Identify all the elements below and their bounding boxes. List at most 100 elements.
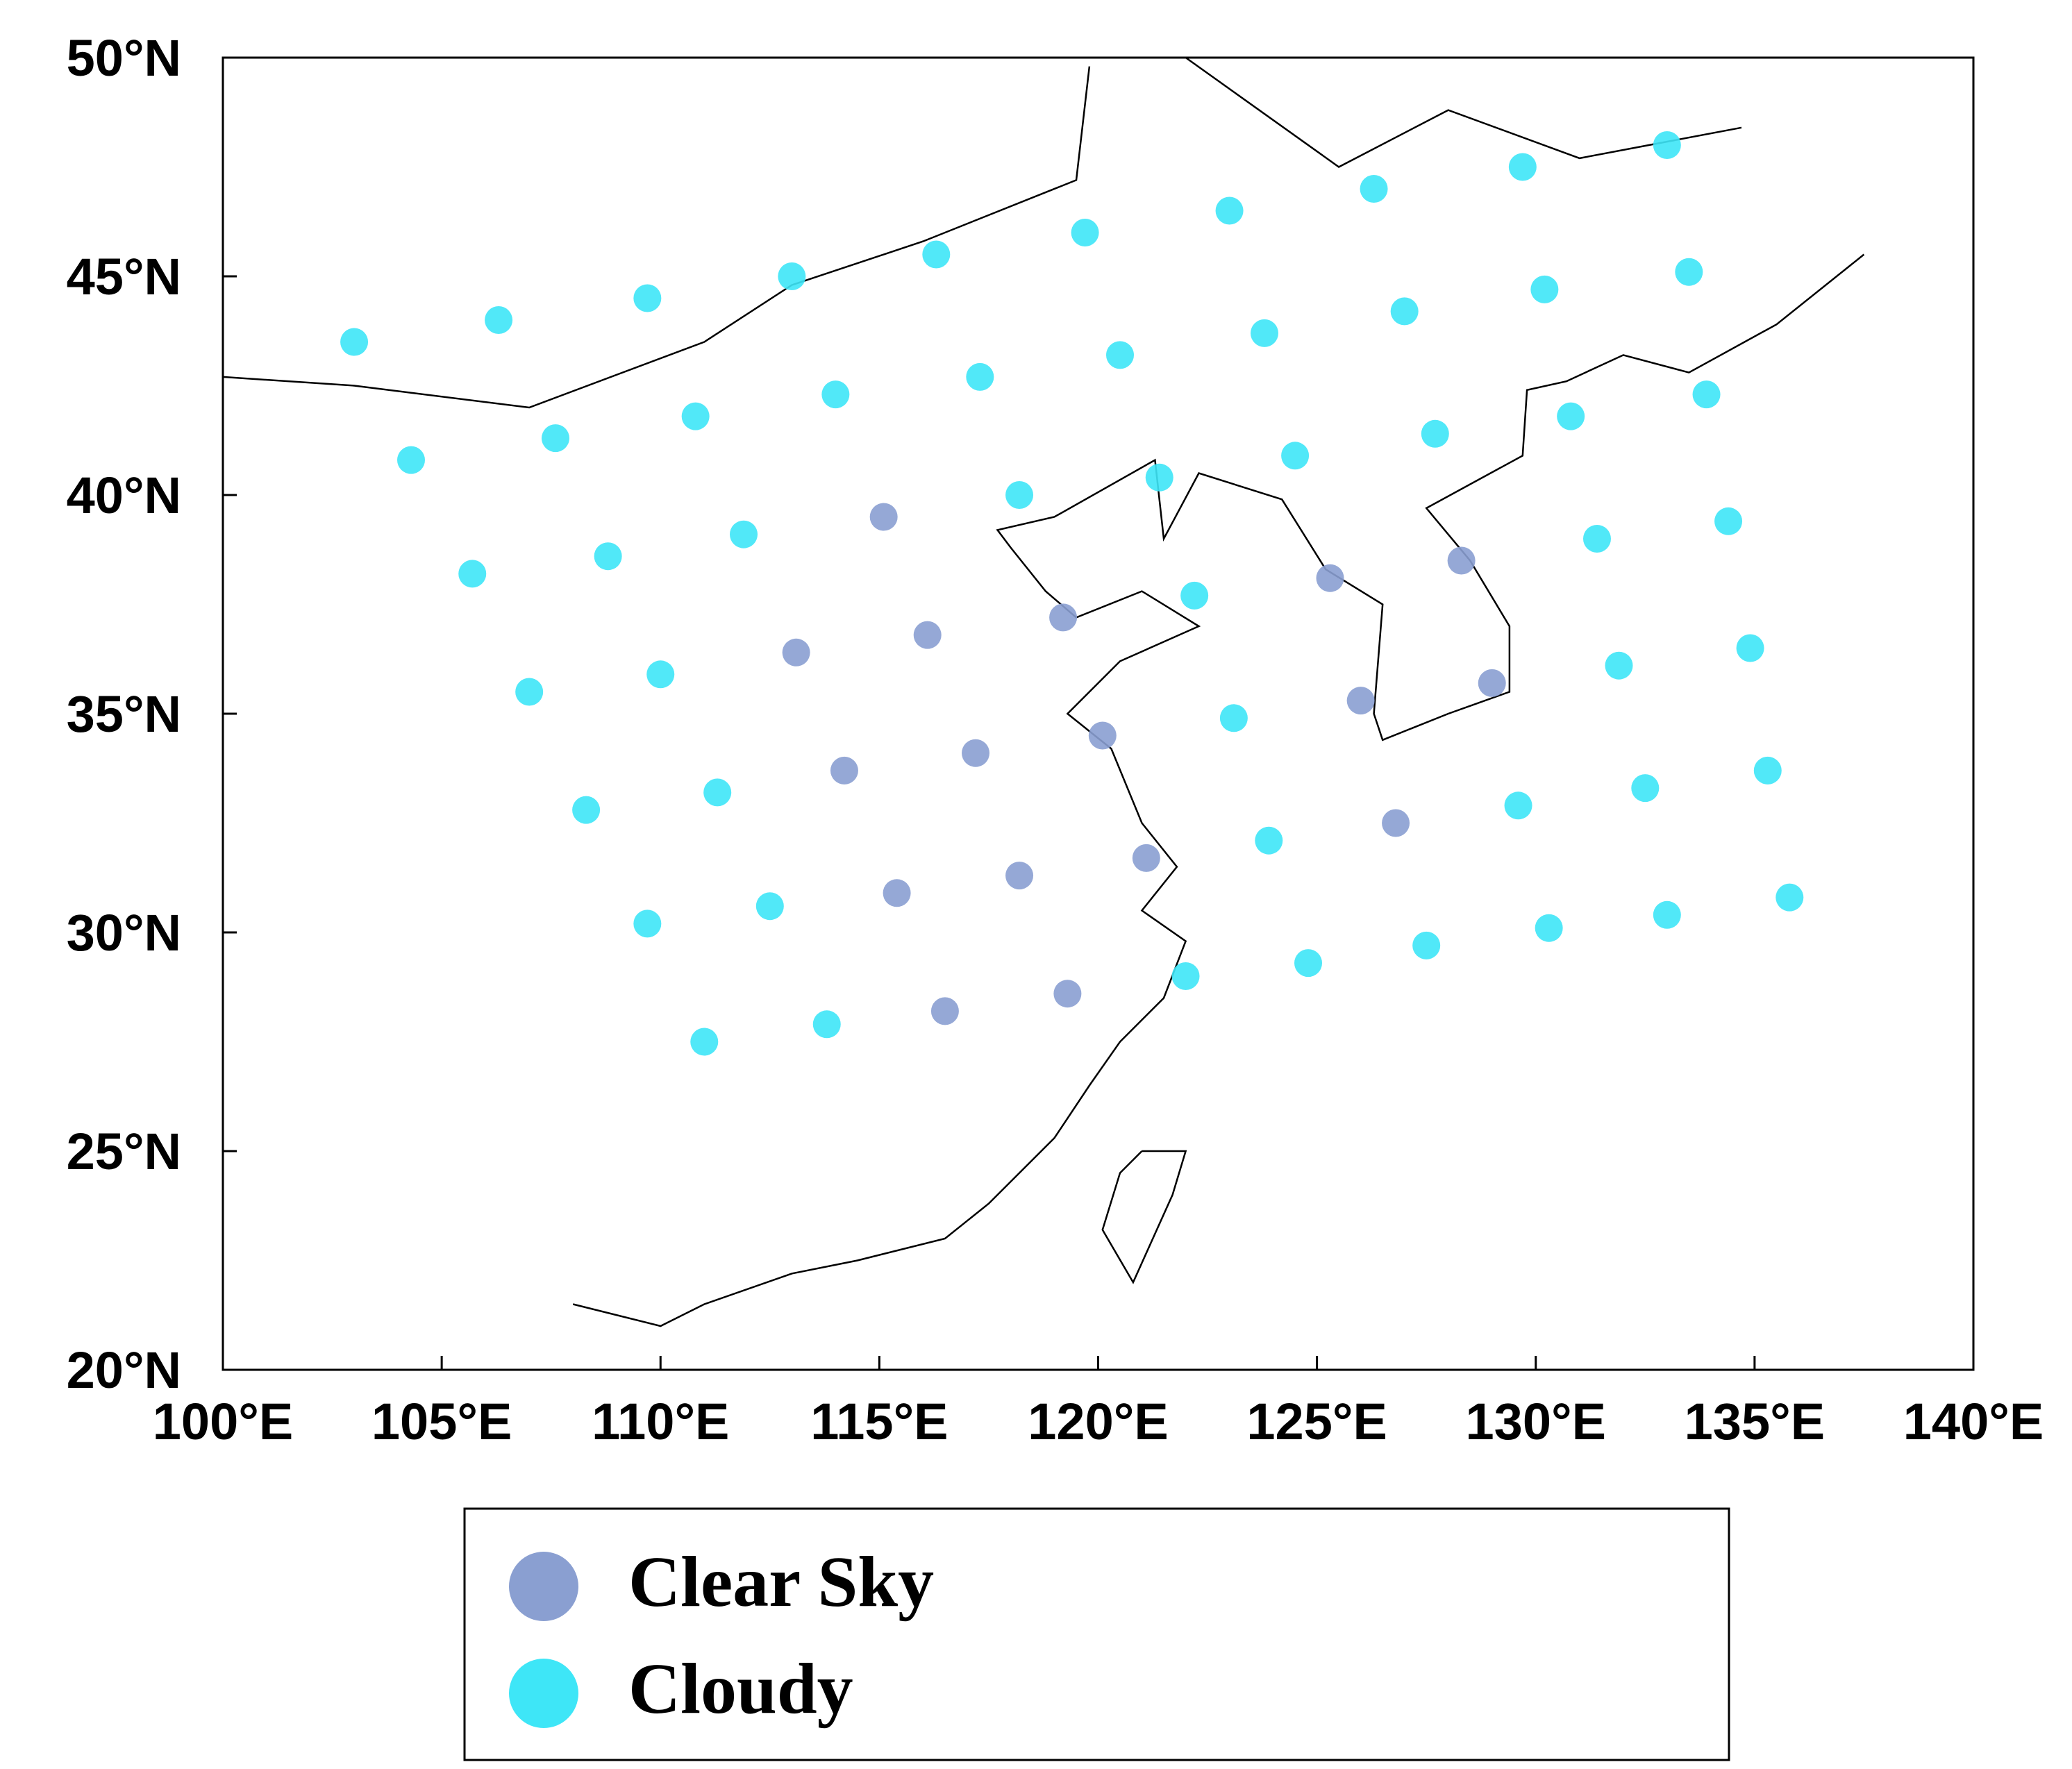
point xyxy=(962,739,990,767)
point xyxy=(1692,380,1721,409)
point xyxy=(1605,651,1633,680)
y-tick-label: 50°N xyxy=(67,29,181,87)
point xyxy=(1675,258,1703,286)
point xyxy=(913,621,942,649)
point xyxy=(1382,809,1410,837)
point xyxy=(1390,297,1419,326)
y-tick-label: 30°N xyxy=(67,904,181,962)
coastline xyxy=(572,253,1865,1327)
point xyxy=(1508,153,1537,181)
coastline xyxy=(222,66,1091,409)
point xyxy=(1281,442,1310,470)
point xyxy=(458,560,487,588)
point xyxy=(1294,949,1323,978)
plot-frame xyxy=(222,56,1975,1371)
y-tick-label: 35°N xyxy=(67,685,181,743)
coastline xyxy=(1185,56,1742,168)
point xyxy=(1530,275,1559,303)
point xyxy=(1421,419,1449,448)
point xyxy=(1653,131,1681,159)
point xyxy=(541,424,569,453)
y-tick-label: 40°N xyxy=(67,467,181,524)
point xyxy=(1255,826,1283,855)
coastline xyxy=(1101,1150,1187,1284)
legend-swatch xyxy=(509,1552,578,1621)
point xyxy=(1360,175,1388,203)
point xyxy=(1412,931,1441,959)
point xyxy=(681,402,710,430)
point xyxy=(690,1028,719,1056)
legend-label: Cloudy xyxy=(628,1649,853,1729)
point xyxy=(1753,756,1782,785)
point xyxy=(755,892,784,921)
point xyxy=(1631,774,1660,803)
point xyxy=(812,1010,841,1039)
point xyxy=(572,796,601,824)
point xyxy=(1316,564,1344,592)
point xyxy=(397,446,426,474)
legend-box xyxy=(463,1507,1730,1761)
point xyxy=(922,240,951,269)
point xyxy=(1049,603,1078,632)
y-tick-label: 20°N xyxy=(67,1341,181,1399)
point xyxy=(1005,481,1034,509)
point xyxy=(821,380,850,409)
observation-points xyxy=(340,131,1804,1056)
point xyxy=(1447,546,1476,575)
point xyxy=(1250,319,1278,347)
axes: 100°E 105°E 110°E 115°E 120°E 125°E 130°E 135°E… xyxy=(67,29,2044,1450)
y-tick-label: 45°N xyxy=(67,248,181,305)
point xyxy=(1219,704,1248,732)
point xyxy=(1504,791,1532,820)
point xyxy=(1132,844,1160,872)
x-tick-label: 100°E xyxy=(153,1393,293,1450)
point xyxy=(1180,581,1209,610)
point xyxy=(1736,634,1764,662)
point xyxy=(778,262,806,290)
point xyxy=(1215,196,1244,225)
x-tick-label: 120°E xyxy=(1028,1393,1168,1450)
point xyxy=(1106,341,1135,369)
point xyxy=(1535,914,1563,942)
x-tick-label: 135°E xyxy=(1685,1393,1825,1450)
point xyxy=(485,306,513,334)
point xyxy=(1582,525,1611,553)
point xyxy=(515,678,544,706)
x-tick-label: 115°E xyxy=(810,1393,948,1450)
point xyxy=(646,660,675,689)
x-tick-label: 110°E xyxy=(592,1393,729,1450)
point xyxy=(703,778,732,807)
point xyxy=(1653,900,1681,929)
legend-swatch xyxy=(509,1659,578,1728)
point xyxy=(1088,721,1117,750)
point xyxy=(1171,962,1200,990)
point xyxy=(930,997,959,1025)
x-tick-label: 140°E xyxy=(1903,1393,2044,1450)
point xyxy=(1053,980,1082,1008)
point xyxy=(633,909,662,938)
point xyxy=(1478,669,1506,697)
x-tick-label: 130°E xyxy=(1466,1393,1606,1450)
point xyxy=(633,284,662,312)
x-tick-label: 125°E xyxy=(1246,1393,1387,1450)
point xyxy=(340,328,369,356)
point xyxy=(1557,402,1585,430)
point xyxy=(1776,883,1804,912)
point xyxy=(883,879,911,907)
x-tick-label: 105°E xyxy=(371,1393,512,1450)
point xyxy=(869,503,898,531)
point xyxy=(729,520,758,548)
point xyxy=(1714,507,1743,535)
point xyxy=(966,362,994,391)
legend-label: Clear Sky xyxy=(628,1542,934,1622)
point xyxy=(1071,219,1099,246)
point xyxy=(594,542,622,571)
legend: Clear Sky Cloudy xyxy=(509,1542,934,1729)
coastlines xyxy=(222,56,1865,1327)
point xyxy=(1005,862,1034,890)
point xyxy=(830,756,858,785)
point xyxy=(1145,463,1173,492)
y-tick-label: 25°N xyxy=(67,1123,181,1180)
point xyxy=(1346,687,1375,715)
